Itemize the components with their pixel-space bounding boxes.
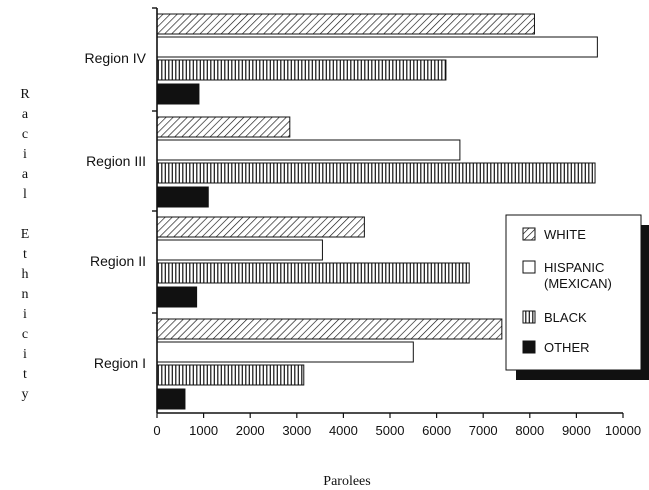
y-axis-label-letter: a xyxy=(22,167,29,182)
bar-region-i-hispanic-mexican xyxy=(156,341,414,363)
legend-swatch-black xyxy=(522,310,536,324)
bar-region-i-black xyxy=(156,364,305,386)
y-axis-label-letter: c xyxy=(22,327,28,342)
y-axis-label-letter: t xyxy=(23,367,27,382)
bar-region-iii-other xyxy=(156,186,209,208)
y-axis-label-letter: R xyxy=(20,87,30,102)
bar-region-iv-hispanic-mexican xyxy=(156,36,598,58)
bar-region-i-white xyxy=(156,318,503,340)
x-tick-label-9000: 9000 xyxy=(562,423,591,438)
legend-label-hispanic-mexican: HISPANIC xyxy=(544,260,604,275)
bar-region-iv-black xyxy=(156,59,447,81)
x-tick-label-8000: 8000 xyxy=(515,423,544,438)
category-label-region-i: Region I xyxy=(94,355,146,371)
legend-swatch-white xyxy=(522,227,536,241)
bar-region-ii-other xyxy=(156,286,198,308)
y-axis-label-letter: i xyxy=(23,147,27,162)
x-tick-label-4000: 4000 xyxy=(329,423,358,438)
x-tick-label-7000: 7000 xyxy=(469,423,498,438)
legend-label-other: OTHER xyxy=(544,340,590,355)
y-axis-label-letter: E xyxy=(21,227,30,242)
x-tick-label-10000: 10000 xyxy=(605,423,641,438)
plot-area: Region IV Region III Region II Region I 0 100… xyxy=(20,7,641,489)
y-axis-label-letter: c xyxy=(22,127,28,142)
legend-label-white: WHITE xyxy=(544,227,586,242)
legend-label-hispanic-mexican: (MEXICAN) xyxy=(544,276,612,291)
y-axis-label-letter: i xyxy=(23,307,27,322)
bar-region-iv-white xyxy=(156,13,535,35)
x-axis-label: Parolees xyxy=(323,474,370,489)
y-axis-label-letter: t xyxy=(23,247,27,262)
x-tick-label-1000: 1000 xyxy=(189,423,218,438)
legend: WHITE HISPANIC(MEXICAN) BLACK OTHER xyxy=(505,214,649,380)
x-tick-label-6000: 6000 xyxy=(422,423,451,438)
x-tick-label-3000: 3000 xyxy=(282,423,311,438)
bar-region-i-other xyxy=(156,388,186,410)
bar-region-iii-black xyxy=(156,162,596,184)
y-axis-label-letter: l xyxy=(23,187,27,202)
y-axis-label-letter: h xyxy=(22,267,29,282)
category-label-region-ii: Region II xyxy=(90,253,146,269)
y-axis-label-letter: n xyxy=(22,287,29,302)
bar-region-iv-other xyxy=(156,83,200,105)
x-tick-label-0: 0 xyxy=(153,423,160,438)
bar-region-ii-black xyxy=(156,262,470,284)
bar-region-ii-white xyxy=(156,216,365,238)
x-tick-label-2000: 2000 xyxy=(236,423,265,438)
legend-swatch-other xyxy=(522,340,536,354)
category-label-region-iv: Region IV xyxy=(85,50,147,66)
legend-swatch-hispanic-mexican xyxy=(522,260,536,274)
bar-region-ii-hispanic-mexican xyxy=(156,239,323,261)
bar-region-iii-white xyxy=(156,116,291,138)
bar-region-iii-hispanic-mexican xyxy=(156,139,461,161)
x-tick-label-5000: 5000 xyxy=(376,423,405,438)
legend-label-black: BLACK xyxy=(544,310,587,325)
y-axis-label-letter: i xyxy=(23,347,27,362)
category-label-region-iii: Region III xyxy=(86,153,146,169)
y-axis-label-letter: y xyxy=(22,387,29,402)
y-axis-label-letter: a xyxy=(22,107,29,122)
